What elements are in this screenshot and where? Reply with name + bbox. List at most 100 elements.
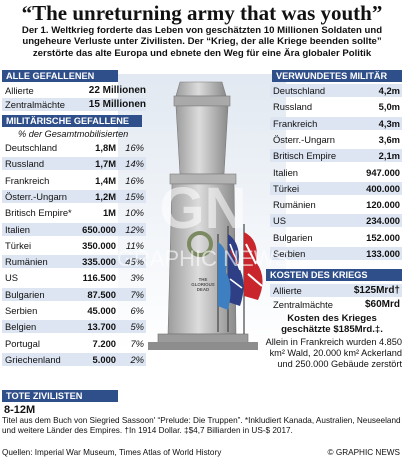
- military-dead-subheading: % der Gesamtmobilisierten: [18, 129, 129, 139]
- row-value: 152.000: [366, 231, 400, 243]
- table-row: Serbien 133.000: [270, 247, 402, 260]
- row-value: 947.000: [366, 166, 400, 178]
- civilians-heading: TOTE ZIVILISTEN: [2, 390, 118, 402]
- row-value: 1M: [102, 207, 116, 219]
- row-label: Britisch Empire*: [5, 207, 72, 219]
- table-row: US 234.000: [270, 214, 402, 228]
- row-label: Russland: [273, 101, 313, 113]
- row-label: Türkei: [273, 182, 300, 194]
- table-row: Deutschland 1,8M 16%: [2, 141, 146, 154]
- row-value: 400.000: [366, 182, 400, 194]
- row-value: 133.000: [366, 248, 400, 259]
- row-value: 1,4M: [95, 174, 116, 186]
- row-value: 22 Millionen: [88, 85, 146, 96]
- sources: Quellen: Imperial War Museum, Times Atla…: [2, 448, 222, 457]
- table-row: Britisch Empire 2,1m: [270, 149, 402, 163]
- row-value: 335.000: [82, 256, 116, 268]
- civilians-value: 8-12M: [4, 404, 36, 416]
- row-label: Deutschland: [273, 85, 326, 96]
- war-cost-estimate: Kosten des Krieges geschätzte $185Mrd.‡.: [281, 313, 383, 335]
- cenotaph-illustration: [118, 74, 286, 350]
- table-row: Frankreich 1,4M 16%: [2, 174, 146, 187]
- table-row: Türkei 400.000: [270, 181, 402, 195]
- table-row: Russland 1,7M 14%: [2, 157, 146, 171]
- all-dead-heading: ALLE GEFALLENEN: [2, 70, 118, 82]
- page-title: “The unreturning army that was youth”: [21, 1, 383, 25]
- row-label: Griechenland: [5, 353, 61, 365]
- table-row: Bulgarien 87.500 7%: [2, 287, 146, 301]
- table-row: Belgien 13.700 5%: [2, 320, 146, 334]
- row-label: Frankreich: [5, 174, 50, 186]
- table-row: Allierte $125Mrd†: [270, 284, 402, 297]
- row-value: 350.000: [82, 239, 116, 251]
- row-value: 120.000: [366, 199, 400, 211]
- row-percent: 5%: [130, 321, 144, 333]
- row-value: 3,6m: [378, 133, 400, 145]
- table-row: Frankreich 4,3m: [270, 116, 402, 130]
- table-row: Rumänien 335.000 45%: [2, 255, 146, 269]
- row-percent: 16%: [125, 174, 144, 186]
- row-percent: 7%: [130, 288, 144, 300]
- row-value: 4,3m: [378, 117, 400, 129]
- war-cost-heading: KOSTEN DES KRIEGS: [266, 269, 402, 281]
- row-value: 5.000: [92, 353, 116, 365]
- row-label: Britisch Empire: [273, 150, 337, 162]
- row-percent: 6%: [130, 305, 144, 316]
- table-row: Österr.-Ungarn 1,2M 15%: [2, 189, 146, 203]
- table-row: Serbien 45.000 6%: [2, 304, 146, 317]
- row-label: Frankreich: [273, 117, 318, 129]
- page-subtitle: Der 1. Weltkrieg forderte das Leben von …: [21, 25, 383, 59]
- row-label: Russland: [5, 158, 45, 170]
- row-label: Allierte: [273, 285, 302, 296]
- footnote: Titel aus dem Buch von Siegried Sassoon'…: [2, 416, 401, 435]
- row-value: 1,2M: [95, 190, 116, 202]
- military-dead-heading: MILITÄRISCHE GEFALLENE: [2, 115, 142, 127]
- row-label: US: [273, 215, 287, 227]
- row-percent: 7%: [130, 337, 144, 349]
- row-value: 5,0m: [378, 101, 400, 113]
- row-label: Serbien: [273, 248, 306, 259]
- row-label: Österr.-Ungarn: [273, 133, 335, 145]
- row-value: 15 Millionen: [88, 99, 146, 110]
- row-value: 7.200: [92, 337, 116, 349]
- row-label: Bulgarien: [5, 288, 45, 300]
- row-value: 2,1m: [378, 150, 400, 162]
- table-row: Deutschland 4,2m: [270, 84, 402, 97]
- credit: © GRAPHIC NEWS: [327, 448, 400, 457]
- row-label: Rumänien: [273, 199, 316, 211]
- table-row: Türkei 350.000 11%: [2, 239, 146, 252]
- row-value: 1,7M: [95, 158, 116, 170]
- row-label: Zentralmächte: [5, 99, 65, 110]
- row-percent: 3%: [130, 272, 144, 284]
- row-label: Deutschland: [5, 142, 58, 153]
- war-cost-note: Allein in Frankreich wurden 4.850 km² Wa…: [265, 337, 402, 369]
- row-label: Bulgarien: [273, 231, 313, 243]
- row-label: Österr.-Ungarn: [5, 190, 67, 202]
- row-percent: 16%: [125, 142, 144, 153]
- table-row: Russland 5,0m: [270, 100, 402, 113]
- row-label: Türkei: [5, 239, 32, 251]
- row-label: Italien: [273, 166, 299, 178]
- row-percent: 14%: [125, 158, 144, 170]
- row-value: 234.000: [366, 215, 400, 227]
- table-row: Italien 947.000: [270, 166, 402, 179]
- row-percent: 11%: [125, 239, 144, 251]
- monument-inscription: THE GLORIOUS DEAD: [191, 277, 215, 292]
- table-row: Italien 650.000 12%: [2, 222, 146, 236]
- table-row: Allierte 22 Millionen: [2, 84, 146, 97]
- row-percent: 10%: [125, 207, 144, 219]
- row-label: Rumänien: [5, 256, 48, 268]
- table-row: US 116.500 3%: [2, 271, 146, 284]
- row-value: 116.500: [82, 272, 116, 284]
- row-percent: 45%: [125, 256, 144, 268]
- row-percent: 15%: [125, 190, 144, 202]
- table-row: Zentralmächte $60Mrd: [270, 298, 402, 311]
- row-value: $125Mrd†: [353, 285, 400, 296]
- row-percent: 2%: [130, 353, 144, 365]
- row-label: Belgien: [5, 321, 37, 333]
- row-value: 13.700: [87, 321, 116, 333]
- table-row: Britisch Empire* 1M 10%: [2, 206, 146, 219]
- row-value: 87.500: [87, 288, 116, 300]
- row-label: Italien: [5, 223, 31, 235]
- watermark-text: GRAPHIC NEWS: [117, 246, 289, 271]
